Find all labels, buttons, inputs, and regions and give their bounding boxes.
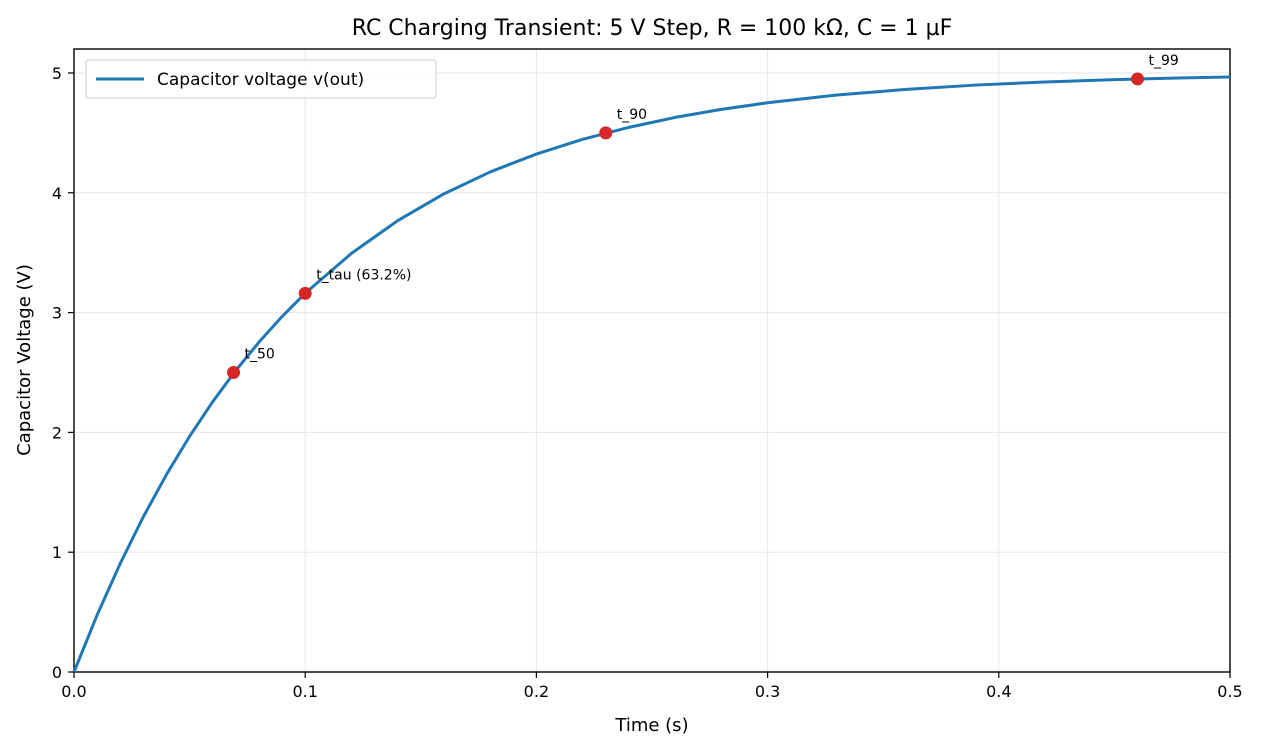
legend-label: Capacitor voltage v(out) (157, 70, 364, 90)
marker-label: t_90 (617, 107, 647, 123)
marker-label: t_99 (1149, 53, 1179, 69)
y-tick-label: 0 (52, 663, 62, 682)
x-axis: 0.0 0.1 0.2 0.3 0.4 0.5 (61, 672, 1243, 701)
x-tick-label: 0.3 (755, 682, 780, 701)
marker-label: t_50 (245, 346, 275, 362)
x-tick-label: 0.0 (61, 682, 86, 701)
y-tick-label: 2 (52, 423, 62, 442)
x-tick-label: 0.5 (1217, 682, 1242, 701)
marker-point (1131, 72, 1145, 86)
chart-title: RC Charging Transient: 5 V Step, R = 100… (352, 16, 953, 41)
legend: Capacitor voltage v(out) (85, 59, 437, 99)
marker-point (599, 126, 613, 140)
legend-box (85, 59, 437, 99)
y-tick-label: 1 (52, 543, 62, 562)
series-line (72, 75, 1231, 673)
y-axis-label: Capacitor Voltage (V) (14, 264, 35, 456)
series-layer (72, 75, 1231, 673)
x-tick-label: 0.1 (292, 682, 317, 701)
y-tick-label: 4 (52, 184, 62, 203)
marker-point (227, 365, 241, 379)
x-tick-label: 0.2 (524, 682, 549, 701)
marker-point (298, 286, 312, 300)
plot-frame (73, 48, 1231, 673)
y-tick-label: 5 (52, 64, 62, 83)
markers-layer: t_50 t_tau (63.2%) t_90 t_99 (227, 53, 1179, 379)
x-axis-label: Time (s) (614, 715, 688, 736)
x-tick-label: 0.4 (986, 682, 1011, 701)
y-axis: 0 1 2 3 4 5 (52, 64, 74, 682)
marker-label: t_tau (63.2%) (316, 267, 411, 283)
y-tick-label: 3 (52, 304, 62, 323)
